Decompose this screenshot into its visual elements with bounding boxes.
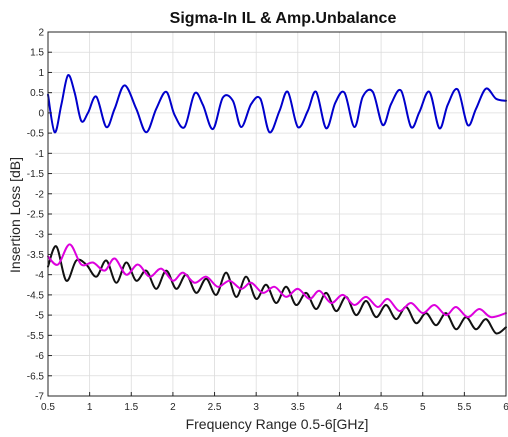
y-tick-label: 1.5 [30,48,44,59]
y-tick-label: 0 [38,108,44,119]
x-tick-label: 6 [503,402,508,413]
x-tick-label: 3 [253,402,259,413]
x-tick-label: 4.5 [374,402,388,413]
x-tick-label: 4 [337,402,343,413]
y-axis-ticks: 2 1.5 1 0.5 0 -0.5 -1 -1.5 -2 -2.5 -3 -3.5 -4 -4.5 -5 -… [27,28,52,403]
series-line-3 [47,243,507,319]
x-tick-label: 2 [170,402,176,413]
y-tick-label: -3.5 [27,250,45,261]
x-tick-label: 2.5 [208,402,222,413]
y-tick-label: -5 [35,311,44,322]
y-tick-label: -4 [35,270,44,281]
y-tick-label: -1 [35,149,44,160]
y-tick-label: -6 [35,351,44,362]
x-tick-label: 0.5 [41,402,55,413]
y-tick-label: -2 [35,189,44,200]
x-tick-label: 1 [87,402,93,413]
x-tick-label: 5 [420,402,426,413]
grid-lines [47,31,507,397]
y-tick-label: -6.5 [27,371,45,382]
chart-title: Sigma-In IL & Amp.Unbalance [170,10,397,27]
x-tick-label: 1.5 [124,402,138,413]
x-tick-label: 3.5 [291,402,305,413]
x-axis-ticks: 0.5 1 1.5 2 2.5 3 3.5 4 4.5 5 5.5 6 [41,392,508,413]
y-tick-label: 0.5 [30,88,44,99]
y-tick-label: -0.5 [27,129,45,140]
x-tick-label: 5.5 [457,402,471,413]
y-tick-label: 2 [38,28,44,39]
series-line-2 [47,245,507,335]
y-axis-label: Insertion Loss [dB] [7,157,23,273]
y-tick-label: 1 [38,68,44,79]
y-tick-label: -1.5 [27,169,45,180]
y-tick-label: -4.5 [27,290,45,301]
y-tick-label: -5.5 [27,331,45,342]
series-layer [47,74,507,335]
series-line-1 [47,74,507,134]
y-tick-label: -3 [35,230,44,241]
y-tick-label: -2.5 [27,210,45,221]
x-axis-label: Frequency Range 0.5-6[GHz] [186,416,369,432]
y-tick-label: -7 [35,392,44,403]
